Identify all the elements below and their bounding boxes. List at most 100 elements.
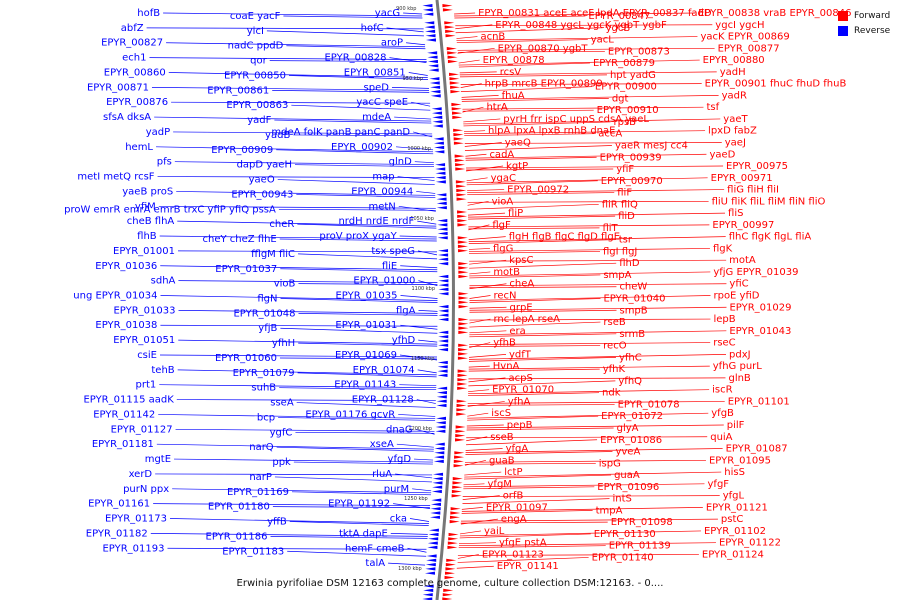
forward-feature-arrow	[453, 137, 464, 141]
forward-feature-arrow	[442, 4, 453, 8]
forward-feature-arrow	[453, 459, 464, 463]
forward-gene-label: yaeJ	[725, 137, 746, 148]
forward-feature-arrow	[445, 34, 456, 38]
forward-leader-line	[469, 262, 617, 269]
reverse-feature-arrow	[438, 274, 449, 279]
reverse-leader-line	[399, 235, 437, 238]
forward-leader-line	[455, 24, 713, 27]
forward-feature-arrow	[458, 343, 469, 347]
forward-gene-label: EPYR_01040	[603, 294, 665, 305]
forward-gene-label: yfgA	[506, 444, 529, 455]
forward-feature-arrow	[458, 249, 469, 253]
forward-gene-label: acpS	[508, 373, 532, 384]
reverse-leader-line	[287, 550, 427, 557]
reverse-leader-line	[278, 208, 436, 211]
reverse-gene-label: narQ	[249, 442, 274, 453]
reverse-gene-label: yacC speE	[356, 97, 408, 108]
forward-feature-arrow	[458, 305, 469, 309]
forward-feature-arrow	[457, 210, 468, 214]
reverse-feature-arrow	[427, 51, 438, 55]
forward-feature-arrow	[456, 193, 467, 197]
forward-leader-line	[463, 483, 485, 486]
reverse-feature-arrow	[430, 94, 441, 98]
reverse-leader-line	[288, 75, 429, 80]
forward-leader-line	[467, 412, 709, 419]
forward-gene-label: EPYR_01102	[704, 526, 766, 537]
forward-leader-line	[460, 521, 608, 524]
forward-feature-arrow	[454, 455, 465, 459]
forward-gene-label: lpxD fabZ	[708, 126, 757, 137]
reverse-gene-label: metN	[368, 201, 395, 212]
genome-caption: Erwinia pyrifoliae DSM 12163 complete ge…	[236, 578, 664, 589]
legend-swatch-reverse	[838, 25, 848, 36]
forward-leader-line	[469, 342, 711, 345]
reverse-feature-arrow	[433, 141, 444, 145]
forward-gene-label: yfiF	[616, 164, 634, 175]
forward-gene-label: iscS	[491, 408, 511, 419]
reverse-feature-arrow	[425, 567, 436, 571]
reverse-gene-label: mdeA folK panB panC panD	[271, 127, 410, 138]
forward-gene-label: yfhQ	[618, 376, 642, 387]
forward-leader-line	[461, 510, 593, 514]
reverse-gene-label: nadC ppdD	[228, 41, 284, 52]
reverse-feature-arrow	[434, 145, 445, 150]
forward-feature-arrow	[456, 197, 467, 201]
forward-feature-arrow	[458, 322, 469, 326]
forward-feature-arrow	[449, 515, 460, 519]
reverse-feature-arrow	[435, 171, 446, 175]
forward-leader-line	[454, 15, 586, 19]
forward-leader-line	[461, 95, 499, 98]
legend-item-reverse: Reverse	[838, 23, 890, 38]
reverse-feature-arrow	[428, 68, 439, 72]
reverse-feature-arrow	[435, 429, 446, 433]
forward-feature-arrow	[457, 219, 468, 223]
reverse-gene-label: EPYR_01193	[102, 543, 164, 554]
reverse-leader-line	[175, 428, 435, 432]
reverse-leader-line	[150, 533, 428, 537]
forward-leader-line	[469, 354, 727, 360]
reverse-leader-line	[414, 161, 434, 164]
forward-leader-line	[463, 121, 611, 127]
forward-leader-line	[469, 271, 711, 277]
forward-feature-arrow	[457, 356, 468, 360]
axis-tick-label: 1250 kbp	[404, 496, 428, 502]
forward-gene-label: EPYR_01095	[709, 455, 771, 466]
forward-feature-arrow	[454, 451, 465, 455]
reverse-feature-arrow	[438, 253, 449, 257]
reverse-feature-arrow	[436, 403, 447, 408]
forward-gene-label: yacK EPYR_00869	[700, 32, 789, 43]
reverse-leader-line	[298, 283, 438, 285]
reverse-gene-label: vioB	[274, 279, 296, 290]
forward-leader-line	[466, 165, 724, 169]
forward-gene-label: yfhC	[619, 352, 642, 363]
forward-gene-label: EPYR_00939	[600, 152, 662, 163]
reverse-leader-line	[266, 30, 424, 37]
forward-feature-arrow	[456, 188, 467, 193]
forward-feature-arrow	[457, 382, 468, 386]
reverse-gene-label: EPYR_01143	[334, 380, 396, 391]
reverse-gene-label: hofC	[361, 23, 384, 34]
reverse-gene-label: yaeO	[249, 175, 275, 186]
reverse-feature-arrow	[437, 373, 448, 377]
reverse-gene-label: pfs	[157, 157, 172, 168]
reverse-gene-label: EPYR_01079	[233, 368, 295, 379]
forward-leader-line	[459, 71, 717, 76]
reverse-feature-arrow	[436, 395, 447, 399]
reverse-feature-arrow	[422, 593, 433, 597]
reverse-leader-line	[160, 295, 438, 301]
forward-gene-label: yfhK	[603, 364, 626, 375]
reverse-leader-line	[417, 369, 437, 374]
forward-gene-label: dgt	[612, 93, 629, 104]
reverse-gene-label: EPYR_01183	[222, 546, 284, 557]
forward-leader-line	[465, 448, 723, 453]
reverse-gene-label: EPYR_01128	[352, 395, 414, 406]
forward-leader-line	[468, 215, 616, 220]
reverse-feature-arrow	[435, 421, 446, 425]
forward-gene-label: fliD	[618, 211, 635, 222]
forward-leader-line	[469, 295, 711, 301]
reverse-gene-label: sfsA dksA	[103, 112, 151, 123]
reverse-gene-label: tktA dapE	[339, 528, 388, 539]
reverse-leader-line	[174, 161, 434, 166]
axis-tick-label: 1200 kbp	[408, 426, 432, 432]
reverse-feature-arrow	[422, 4, 433, 8]
